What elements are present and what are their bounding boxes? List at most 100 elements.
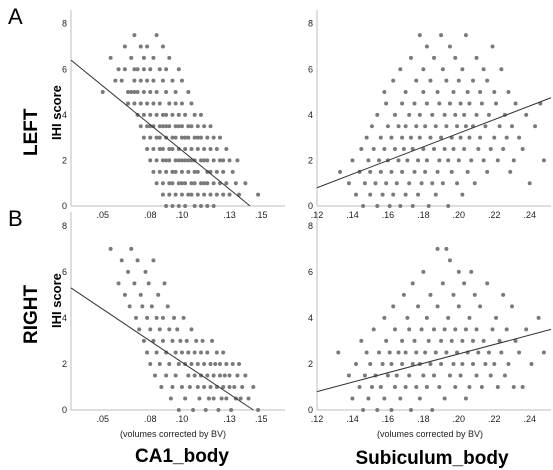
- data-point: [453, 327, 458, 332]
- data-point: [428, 135, 433, 140]
- fit-line: [70, 59, 251, 207]
- data-point: [170, 169, 175, 174]
- data-point: [541, 350, 546, 355]
- data-point: [221, 384, 226, 389]
- data-point: [211, 181, 216, 186]
- data-point: [164, 373, 169, 378]
- data-point: [453, 384, 458, 389]
- data-point: [151, 258, 156, 263]
- data-point: [189, 181, 194, 186]
- x-tick-label: .12: [311, 414, 324, 424]
- data-point: [232, 384, 237, 389]
- data-point: [202, 158, 207, 163]
- data-point: [198, 350, 203, 355]
- data-point: [416, 192, 421, 197]
- data-point: [129, 55, 134, 60]
- data-point: [405, 158, 410, 163]
- data-point: [456, 158, 461, 163]
- data-point: [517, 135, 522, 140]
- data-point: [393, 112, 397, 117]
- data-point: [430, 408, 435, 412]
- data-point: [481, 338, 486, 343]
- y-tick-label: 0: [308, 405, 313, 415]
- data-point: [494, 101, 499, 106]
- data-point: [407, 112, 412, 117]
- data-point: [504, 135, 509, 140]
- data-point: [400, 169, 405, 174]
- data-point: [143, 269, 148, 274]
- data-point: [421, 269, 426, 274]
- data-point: [400, 338, 405, 343]
- data-point: [179, 181, 184, 186]
- data-point: [440, 181, 445, 186]
- data-point: [173, 169, 178, 174]
- data-point: [481, 158, 486, 163]
- data-point: [396, 124, 401, 129]
- data-point: [389, 135, 394, 140]
- x-tick-label: .13: [223, 414, 236, 424]
- fit-line: [316, 97, 552, 189]
- data-point: [198, 135, 203, 140]
- data-point: [194, 338, 199, 343]
- data-point: [145, 124, 150, 129]
- data-point: [375, 112, 380, 117]
- data-point: [368, 361, 373, 366]
- data-point: [192, 181, 197, 186]
- x-tick-label: .20: [453, 414, 466, 424]
- data-point: [192, 112, 197, 117]
- data-point: [400, 101, 405, 106]
- data-point: [183, 396, 188, 401]
- data-point: [458, 373, 463, 378]
- data-point: [451, 361, 456, 366]
- data-point: [490, 327, 495, 332]
- data-point: [371, 147, 376, 152]
- data-point: [141, 135, 146, 140]
- x-tick-label: .15: [255, 414, 268, 424]
- data-point: [393, 384, 397, 389]
- data-point: [524, 112, 529, 117]
- data-point: [208, 361, 213, 366]
- data-point: [173, 90, 178, 95]
- data-point: [198, 112, 203, 117]
- data-point: [227, 373, 232, 378]
- data-point: [208, 124, 213, 129]
- data-point: [153, 373, 158, 378]
- data-point: [162, 281, 167, 286]
- data-point: [179, 158, 184, 163]
- data-point: [497, 338, 502, 343]
- data-point: [202, 181, 207, 186]
- data-point: [408, 408, 413, 412]
- data-point: [176, 408, 181, 412]
- data-point: [233, 181, 238, 186]
- data-point: [145, 78, 150, 83]
- data-point: [170, 112, 175, 117]
- data-point: [154, 135, 159, 140]
- data-point: [465, 90, 470, 95]
- data-point: [122, 67, 127, 72]
- region-label-subiculum: Subiculum_body: [355, 448, 509, 469]
- data-point: [251, 384, 256, 389]
- data-point: [192, 350, 197, 355]
- plot-right-subiculum: 0 2 4 6 8 .12 .14 .16 .18 .20 .22 .24: [308, 212, 552, 424]
- data-point: [508, 169, 513, 174]
- data-point: [145, 350, 150, 355]
- data-point: [458, 101, 463, 106]
- data-point: [465, 169, 470, 174]
- data-point: [430, 112, 435, 117]
- x-tick-label: .22: [488, 414, 501, 424]
- x-tick-label: .08: [144, 210, 157, 220]
- data-point: [380, 361, 385, 366]
- data-point: [364, 135, 369, 140]
- data-point: [463, 327, 468, 332]
- data-point: [506, 361, 511, 366]
- x-tick-label: .13: [223, 210, 236, 220]
- data-point: [417, 33, 422, 38]
- data-point: [157, 67, 162, 72]
- data-point: [186, 90, 191, 95]
- data-point: [230, 169, 235, 174]
- data-point: [157, 147, 162, 152]
- data-point: [391, 192, 396, 197]
- data-point: [474, 112, 479, 117]
- data-point: [219, 396, 224, 401]
- data-point: [176, 204, 181, 208]
